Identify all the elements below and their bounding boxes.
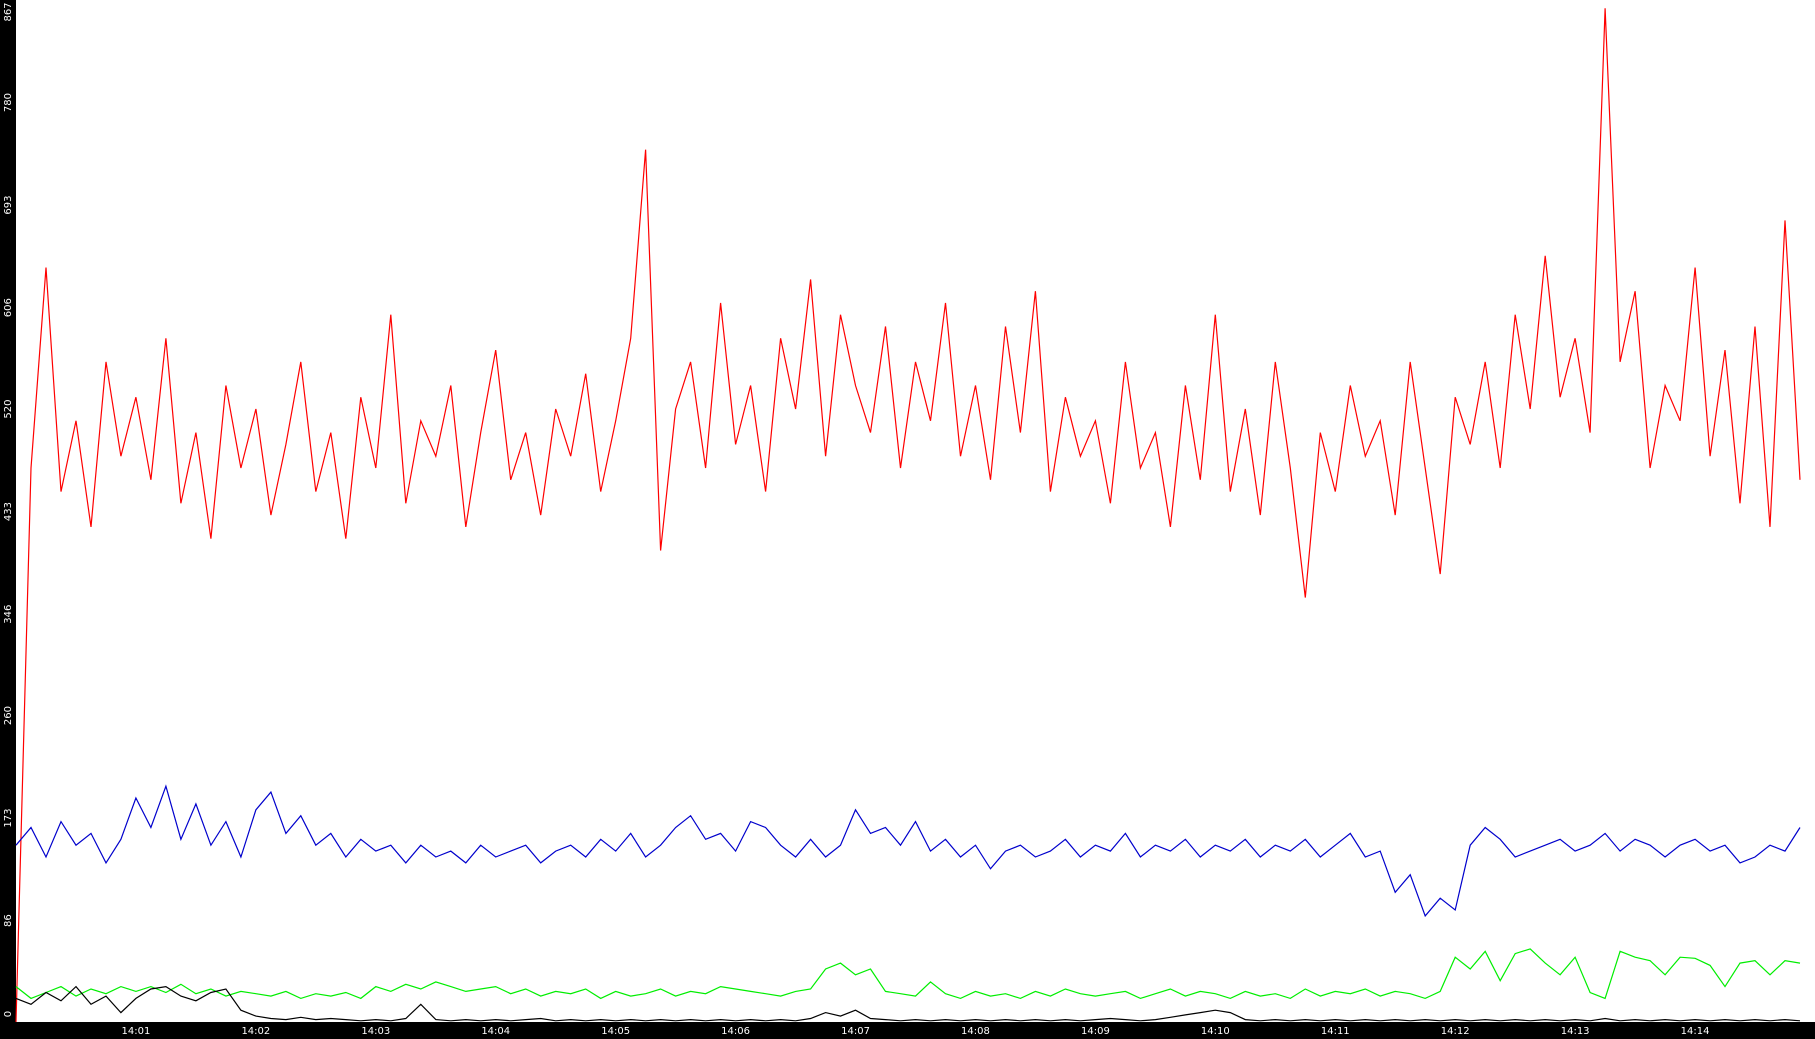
y-tick-label: 693 [3,196,14,215]
x-tick-label: 14:05 [601,1026,630,1037]
y-tick-label: 780 [3,93,14,112]
series-line [15,985,1801,1022]
x-tick-label: 14:10 [1201,1026,1230,1037]
x-tick-label: 14:09 [1081,1026,1110,1037]
x-tick-label: 14:12 [1441,1026,1470,1037]
y-tick-label: 260 [3,706,14,725]
y-tick-label: 86 [3,914,14,927]
y-tick-label: 867 [3,2,14,21]
x-tick-label: 14:03 [361,1026,390,1037]
y-tick-label: 606 [3,298,14,317]
x-tick-label: 14:06 [721,1026,750,1037]
x-tick-label: 14:08 [961,1026,990,1037]
series-line [15,948,1801,1000]
y-tick-label: 346 [3,605,14,624]
x-tick-label: 14:14 [1681,1026,1710,1037]
series-line [15,784,1801,918]
x-tick-label: 14:13 [1561,1026,1590,1037]
series-line [15,8,1801,1023]
plot-area [16,0,1815,1022]
y-tick-label: 433 [3,502,14,521]
y-tick-label: 520 [3,399,14,418]
y-tick-label: 173 [3,809,14,828]
y-tick-label: 0 [3,1011,14,1017]
x-tick-label: 14:07 [841,1026,870,1037]
x-tick-label: 14:11 [1321,1026,1350,1037]
x-tick-label: 14:02 [241,1026,270,1037]
x-tick-label: 14:04 [481,1026,510,1037]
x-tick-label: 14:01 [122,1026,151,1037]
